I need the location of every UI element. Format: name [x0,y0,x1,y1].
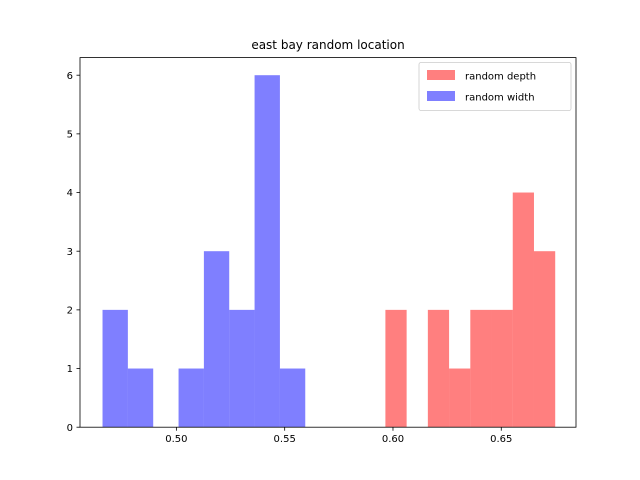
chart-title: east bay random location [251,38,404,52]
legend-label-random-width: random width [465,93,535,104]
legend-swatch-random-depth [427,70,455,80]
bar-random-width-4 [203,251,230,428]
x-axis-ticks: 0.50 0.55 0.60 0.65 [165,427,512,445]
x-tick-label: 0.65 [490,434,512,445]
legend: random depth random width [418,62,572,111]
bar-random-width-6 [254,75,280,428]
legend-label-random-depth: random depth [465,72,536,83]
bar-random-width-0 [102,309,128,428]
bar-random-width-7 [279,368,306,428]
y-tick-label: 0 [67,423,73,434]
bar-random-width-5 [229,309,255,428]
bar-random-width-3 [178,368,204,428]
y-tick-label: 2 [67,305,73,316]
x-tick-label: 0.55 [274,434,296,445]
bar-random-depth-2 [427,309,450,428]
legend-box [418,62,572,111]
bar-random-width-1 [127,368,154,428]
x-tick-label: 0.50 [165,434,187,445]
y-tick-label: 6 [67,71,73,82]
bar-random-depth-6 [512,192,534,428]
plot-area: 0.50 0.55 0.60 0.65 0 1 2 3 4 5 6 [67,57,577,445]
bar-random-depth-7 [533,251,556,428]
bar-random-depth-3 [449,368,471,428]
bar-random-depth-5 [491,309,513,428]
y-tick-label: 1 [67,364,73,375]
axes-frame [79,57,577,428]
y-axis-ticks: 0 1 2 3 4 5 6 [67,71,80,434]
bar-random-depth-4 [470,309,492,428]
x-tick-label: 0.60 [382,434,404,445]
bar-random-depth-0 [385,309,407,428]
y-tick-label: 5 [67,129,73,140]
bars-layer [102,75,556,428]
y-tick-label: 3 [67,247,73,258]
y-tick-label: 4 [67,188,73,199]
legend-swatch-random-width [427,91,455,101]
